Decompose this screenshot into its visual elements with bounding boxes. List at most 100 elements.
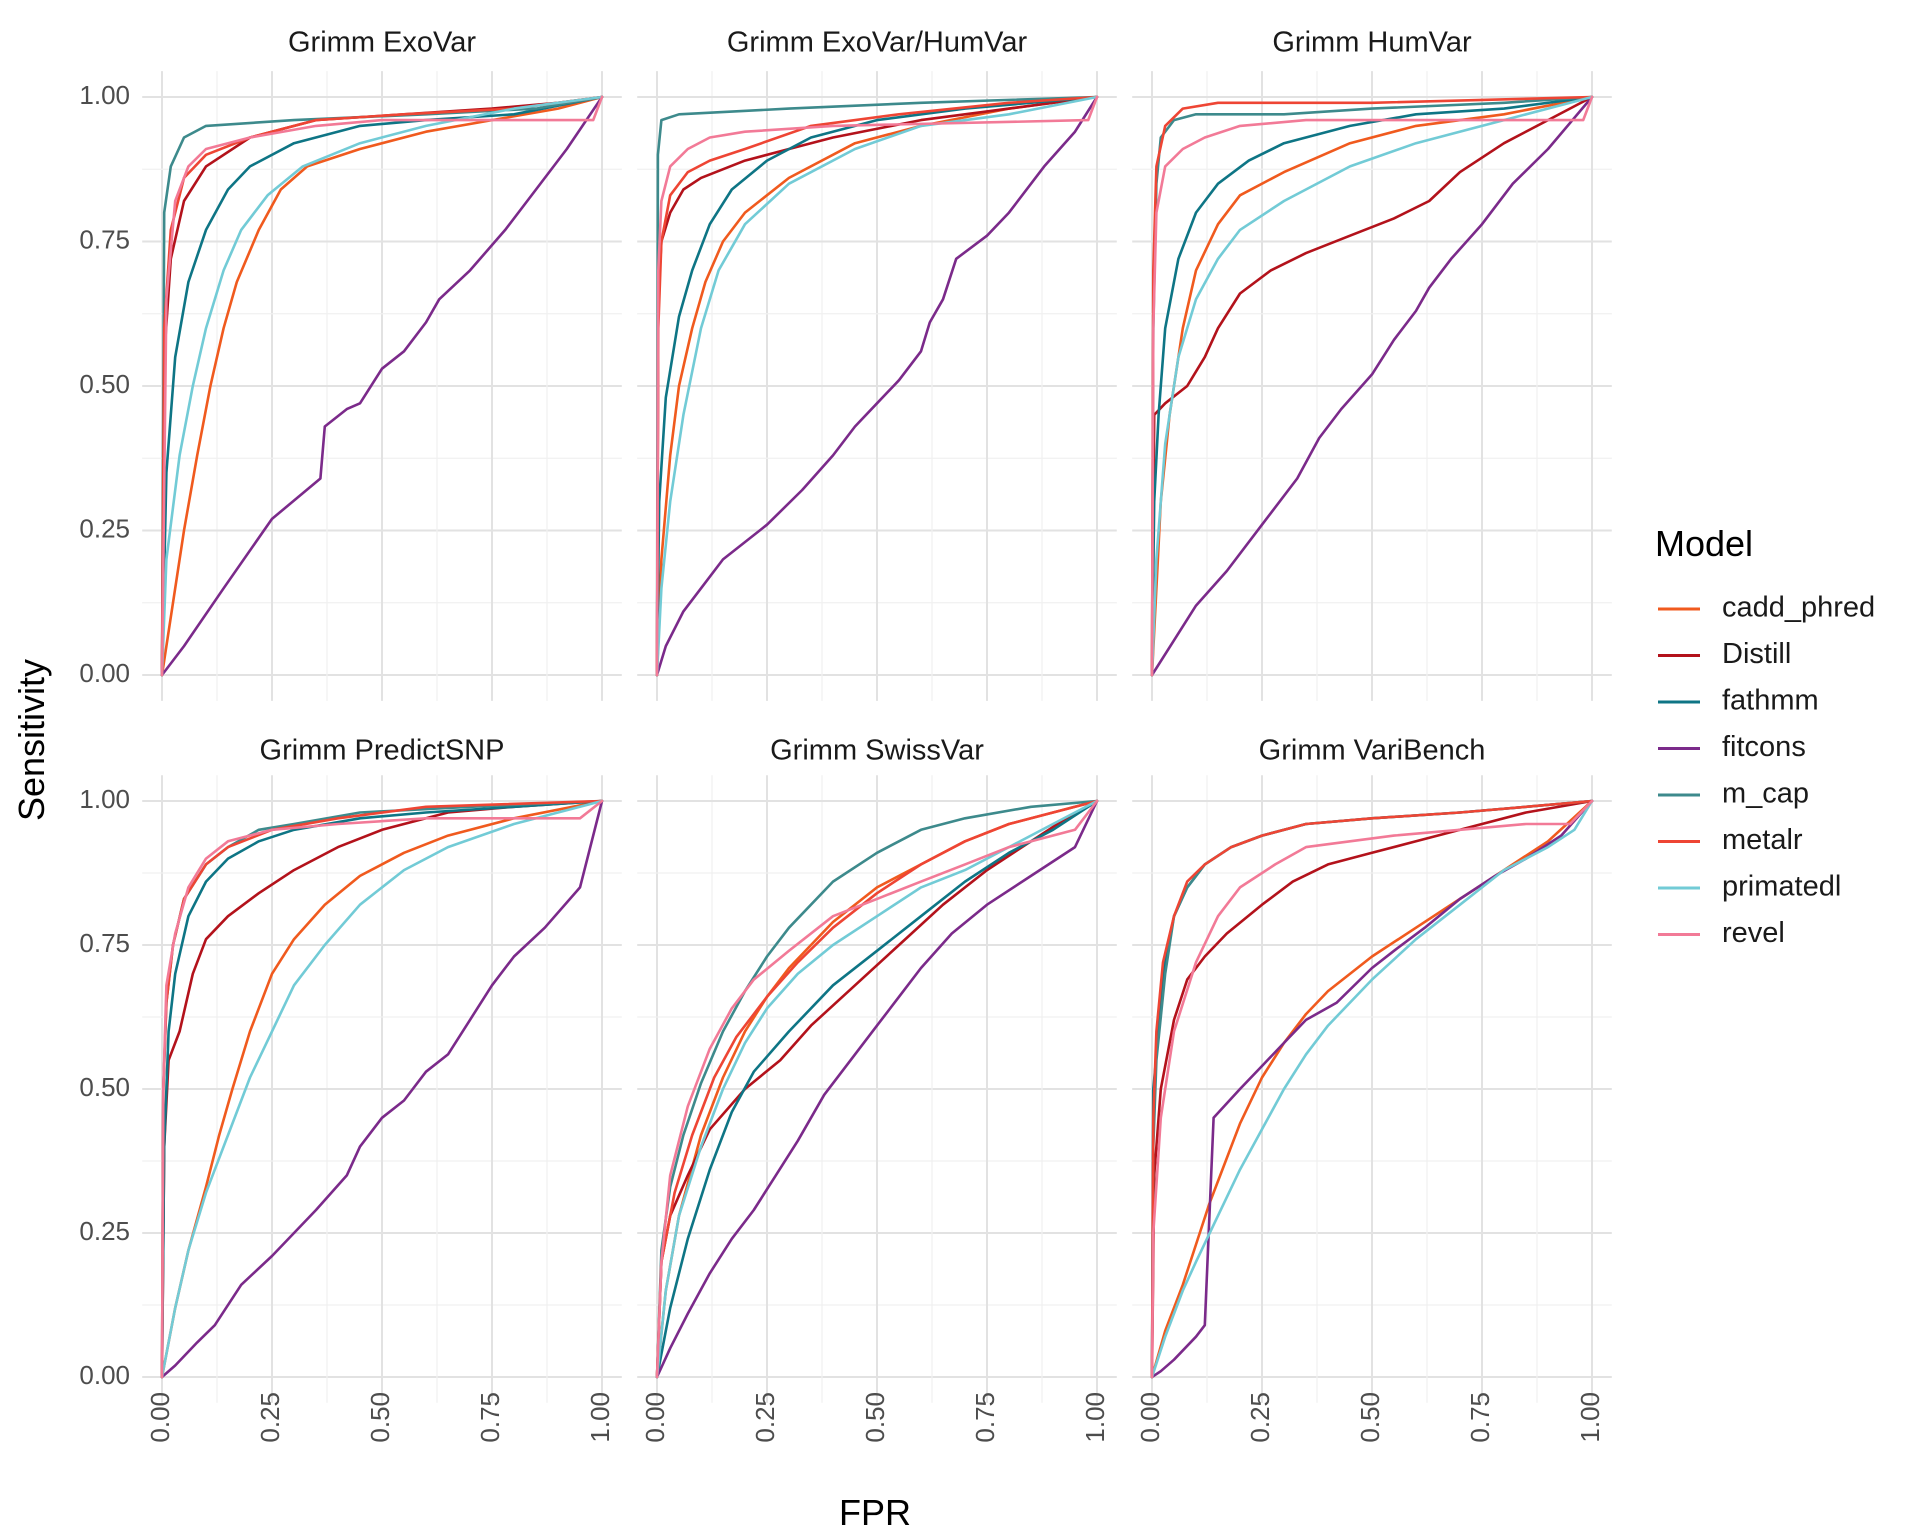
legend: Model cadd_phred Distill fathmm fitcons m_ca…	[1655, 523, 1875, 949]
x-tick-label: 0.75	[1465, 1392, 1495, 1443]
x-axis-title: FPR	[839, 1492, 911, 1533]
series-line-metalr	[655, 799, 1099, 1379]
legend-item: fitcons	[1658, 731, 1806, 763]
y-tick-label: 1.00	[79, 80, 130, 110]
x-tick-label: 1.00	[1080, 1392, 1110, 1443]
facet-panel: Grimm SwissVar 0.00 0.25 0.50 0.75 1.00	[637, 735, 1117, 1443]
series-lines	[655, 799, 1099, 1379]
series-line-distill	[655, 799, 1099, 1379]
series-lines	[655, 95, 1099, 677]
facet-title: Grimm HumVar	[1272, 27, 1472, 59]
legend-title: Model	[1655, 523, 1753, 564]
facet-panel: Grimm VariBench 0.00 0.25 0.50 0.75 1.00	[1132, 735, 1612, 1443]
series-line-fathmm	[655, 95, 1099, 677]
series-line-fitcons	[655, 799, 1099, 1379]
y-tick-label: 1.00	[79, 784, 130, 814]
y-tick-label: 0.00	[79, 1360, 130, 1390]
legend-item: Distill	[1658, 638, 1791, 670]
x-tick-label: 0.00	[145, 1392, 175, 1443]
facet-title: Grimm SwissVar	[770, 735, 984, 767]
series-line-fitcons	[160, 95, 604, 677]
series-line-fitcons	[1150, 95, 1594, 677]
series-line-distill	[160, 799, 604, 1379]
x-tick-label: 1.00	[1575, 1392, 1605, 1443]
legend-item: cadd_phred	[1658, 592, 1875, 624]
x-tick-label: 0.25	[750, 1392, 780, 1443]
series-line-primatedl	[160, 95, 604, 677]
series-line-fathmm	[160, 799, 604, 1379]
series-line-revel	[160, 799, 604, 1379]
y-tick-label: 0.75	[79, 928, 130, 958]
legend-item: primatedl	[1658, 871, 1841, 903]
series-line-cadd-phred	[160, 95, 604, 677]
series-lines	[1150, 95, 1594, 677]
series-line-fathmm	[655, 799, 1099, 1379]
series-line-metalr	[1150, 95, 1594, 677]
facet-panel: Grimm HumVar	[1132, 27, 1612, 701]
y-tick-label: 0.25	[79, 1216, 130, 1246]
facet-panel: Grimm ExoVar 0.00 0.25 0.50 0.75 1.00	[79, 27, 622, 701]
x-tick-label: 0.00	[1135, 1392, 1165, 1443]
series-line-primatedl	[655, 799, 1099, 1379]
grid	[637, 775, 1117, 1403]
series-line-metalr	[1150, 799, 1594, 1379]
legend-label: primatedl	[1722, 871, 1841, 903]
series-lines	[160, 799, 604, 1379]
series-line-metalr	[655, 95, 1099, 677]
facet-title: Grimm ExoVar	[288, 27, 476, 59]
series-line-fathmm	[1150, 95, 1594, 677]
series-line-distill	[1150, 95, 1594, 677]
x-tick-label: 0.50	[860, 1392, 890, 1443]
grid	[142, 71, 622, 701]
facet-panel: Grimm ExoVar/HumVar	[637, 27, 1117, 701]
grid	[1132, 775, 1612, 1403]
series-line-primatedl	[1150, 95, 1594, 677]
legend-item: fathmm	[1658, 685, 1819, 717]
legend-item: revel	[1658, 917, 1785, 949]
series-line-fitcons	[160, 799, 604, 1379]
x-tick-label: 0.25	[1245, 1392, 1275, 1443]
y-tick-label: 0.25	[79, 513, 130, 543]
series-line-revel	[1150, 95, 1594, 677]
series-lines	[160, 95, 604, 677]
legend-label: cadd_phred	[1722, 592, 1875, 624]
y-tick-label: 0.50	[79, 1072, 130, 1102]
series-line-m-cap	[655, 95, 1099, 677]
legend-label: revel	[1722, 917, 1785, 949]
series-line-revel	[160, 95, 604, 677]
y-tick-label: 0.50	[79, 369, 130, 399]
facet-title: Grimm PredictSNP	[260, 735, 505, 767]
legend-label: Distill	[1722, 638, 1791, 670]
x-tick-label: 0.50	[1355, 1392, 1385, 1443]
series-line-revel	[655, 799, 1099, 1379]
x-tick-label: 0.00	[640, 1392, 670, 1443]
series-line-primatedl	[1150, 799, 1594, 1379]
x-tick-label: 0.75	[970, 1392, 1000, 1443]
facet-title: Grimm ExoVar/HumVar	[727, 27, 1028, 59]
series-line-revel	[1150, 799, 1594, 1379]
series-line-distill	[1150, 799, 1594, 1379]
y-tick-label: 0.75	[79, 224, 130, 254]
x-tick-label: 0.25	[255, 1392, 285, 1443]
legend-label: metalr	[1722, 824, 1803, 856]
facet-panel: Grimm PredictSNP 0.00 0.25 0.50 0.75 1.00 0.00…	[79, 735, 622, 1443]
legend-item: metalr	[1658, 824, 1803, 856]
x-tick-label: 1.00	[585, 1392, 615, 1443]
legend-label: m_cap	[1722, 778, 1809, 810]
series-lines	[1150, 799, 1594, 1379]
y-tick-label: 0.00	[79, 658, 130, 688]
series-line-m-cap	[655, 799, 1099, 1379]
series-line-fitcons	[655, 95, 1099, 677]
series-line-primatedl	[160, 799, 604, 1379]
series-line-revel	[655, 95, 1099, 677]
legend-label: fathmm	[1722, 685, 1819, 717]
y-axis-title: Sensitivity	[11, 659, 52, 821]
legend-label: fitcons	[1722, 731, 1806, 763]
x-tick-label: 0.75	[475, 1392, 505, 1443]
x-tick-label: 0.50	[365, 1392, 395, 1443]
grid	[142, 775, 622, 1403]
facet-title: Grimm VariBench	[1259, 735, 1486, 767]
legend-item: m_cap	[1658, 778, 1809, 810]
